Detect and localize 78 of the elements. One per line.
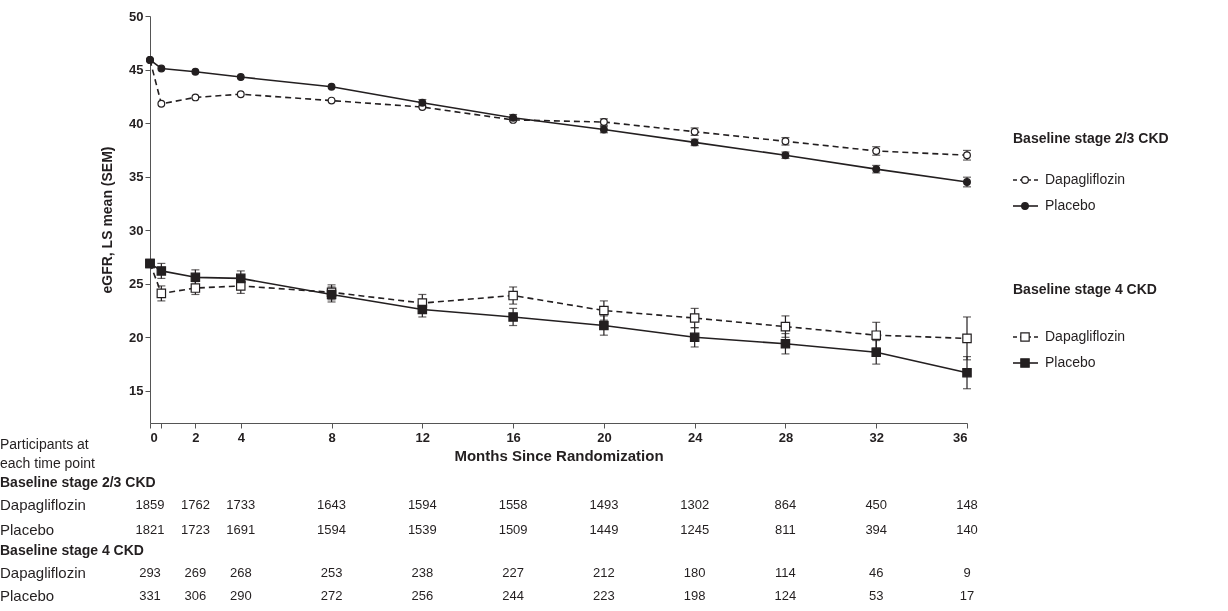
text: 1558 [498, 497, 528, 512]
text: Dapagliflozin [0, 496, 86, 513]
x-tick-label: 8 [328, 429, 336, 445]
text: 1762 [180, 497, 210, 512]
text: 1245 [680, 522, 710, 537]
text: Baseline stage 2/3 CKD [0, 474, 156, 490]
text: 1859 [135, 497, 165, 512]
text: 1539 [407, 522, 437, 537]
text: 253 [320, 565, 343, 580]
x-tick-label: 4 [237, 429, 246, 445]
text: 1691 [226, 522, 256, 537]
text: 864 [774, 497, 797, 512]
text: 124 [774, 588, 797, 603]
text: 1449 [589, 522, 619, 537]
y-tick-label: 35 [129, 169, 144, 185]
text: Dapagliflozin [0, 564, 86, 581]
text: 180 [683, 565, 706, 580]
text: 269 [184, 565, 207, 580]
text: 53 [868, 588, 884, 603]
text: Baseline stage 2/3 CKD [1013, 130, 1169, 146]
text: 1594 [317, 522, 347, 537]
text: 1723 [180, 522, 210, 537]
x-tick-label: 12 [415, 429, 431, 445]
text: 1733 [226, 497, 256, 512]
text: 17 [959, 588, 975, 603]
text: 290 [229, 588, 252, 603]
text: 114 [775, 565, 796, 580]
x-tick-label: 0 [150, 429, 158, 445]
x-tick-label: 16 [506, 429, 521, 445]
text: 331 [139, 588, 161, 603]
x-tick-label: 36 [953, 429, 968, 445]
text: Baseline stage 4 CKD [0, 542, 144, 558]
x-tick-label: 28 [778, 429, 794, 445]
text: Placebo [0, 587, 55, 604]
text: 238 [411, 565, 434, 580]
legend-label: Placebo [1045, 354, 1096, 370]
text: 811 [775, 522, 796, 537]
text: 1643 [317, 497, 347, 512]
x-axis-title: Months Since Randomization [454, 446, 664, 464]
text: 1509 [498, 522, 528, 537]
x-tick-label: 2 [192, 429, 200, 445]
text: 1594 [407, 497, 437, 512]
text: 293 [139, 565, 161, 580]
x-tick-label: 20 [597, 429, 612, 445]
text: 1821 [135, 522, 165, 537]
y-tick-label: 40 [129, 115, 144, 131]
text: Participants at each time point [0, 436, 96, 471]
y-axis-title: eGFR, LS mean (SEM) [99, 146, 116, 294]
text: 223 [593, 588, 615, 603]
text: 9 [963, 565, 971, 580]
text: 272 [320, 588, 343, 603]
text: Placebo [0, 521, 55, 538]
legend-label: Placebo [1045, 197, 1096, 213]
text: Baseline stage 4 CKD [1013, 281, 1157, 297]
y-tick-label: 15 [129, 383, 144, 399]
legend-label: Dapagliflozin [1045, 171, 1126, 187]
text: 46 [868, 565, 884, 580]
x-tick-label: 24 [687, 429, 704, 445]
text: 268 [229, 565, 252, 580]
text: 212 [593, 565, 615, 580]
y-tick-label: 25 [129, 276, 144, 292]
text: 394 [865, 522, 888, 537]
y-tick-label: 45 [129, 62, 144, 78]
text: 244 [502, 588, 524, 603]
text: 1302 [680, 497, 710, 512]
text: 306 [184, 588, 207, 603]
text: 450 [865, 497, 888, 512]
text: 148 [956, 497, 978, 512]
x-tick-label: 32 [869, 429, 884, 445]
text: 1493 [589, 497, 619, 512]
y-tick-label: 20 [129, 329, 144, 345]
text: 140 [956, 522, 978, 537]
y-tick-label: 30 [129, 222, 144, 238]
y-tick-label: 50 [129, 8, 144, 24]
text: 227 [502, 565, 524, 580]
text: 198 [683, 588, 706, 603]
legend-label: Dapagliflozin [1045, 328, 1126, 344]
text: 256 [411, 588, 434, 603]
